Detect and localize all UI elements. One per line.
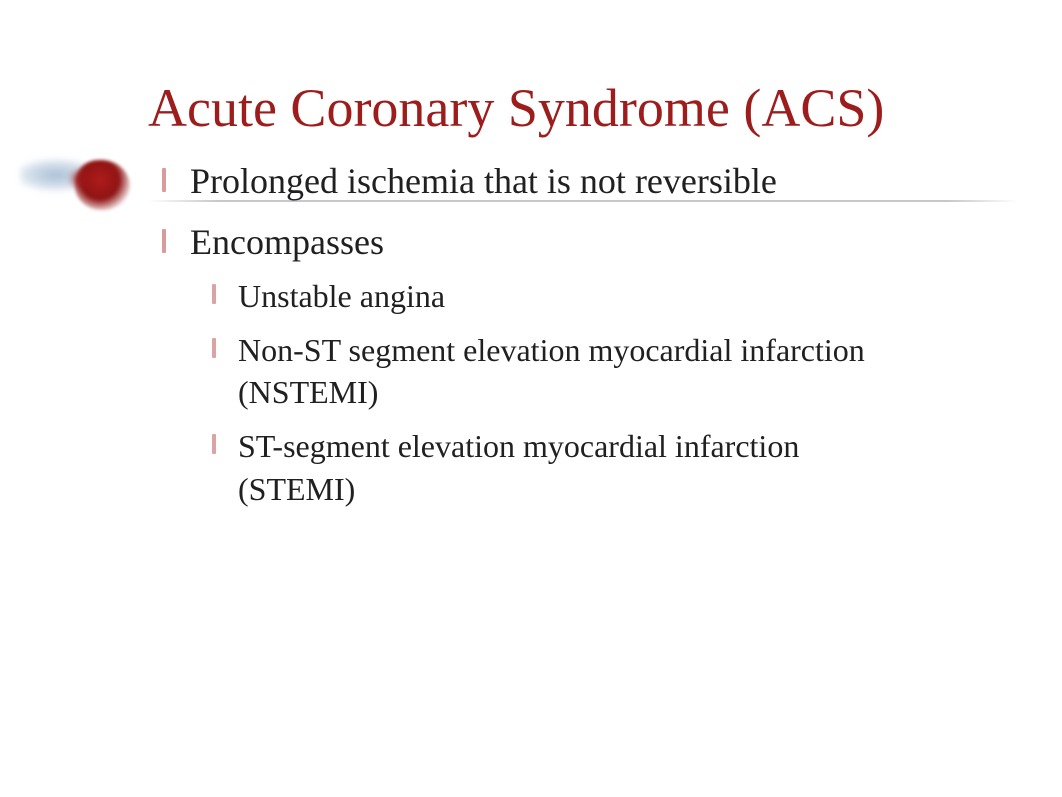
list-item: Unstable angina [234,275,908,317]
red-blob [75,160,130,210]
list-item: Non-ST segment elevation myocardial infa… [234,329,908,413]
blue-smudge [20,155,110,195]
slide-content: Acute Coronary Syndrome (ACS) Prolonged … [148,78,908,524]
bullet-text: Prolonged ischemia that is not reversibl… [190,161,777,201]
decorative-graphic [20,145,150,225]
bullet-text: Unstable angina [238,278,445,314]
bullet-list: Prolonged ischemia that is not reversibl… [148,158,908,509]
bullet-text: Non-ST segment elevation myocardial infa… [238,332,865,410]
bullet-text: Encompasses [190,222,384,262]
bullet-text: ST-segment elevation myocardial infarcti… [238,428,799,506]
sub-bullet-list: Unstable angina Non-ST segment elevation… [190,275,908,510]
list-item: Encompasses Unstable angina Non-ST segme… [186,219,908,510]
slide-title: Acute Coronary Syndrome (ACS) [148,78,908,138]
list-item: ST-segment elevation myocardial infarcti… [234,425,908,509]
list-item: Prolonged ischemia that is not reversibl… [186,158,908,204]
